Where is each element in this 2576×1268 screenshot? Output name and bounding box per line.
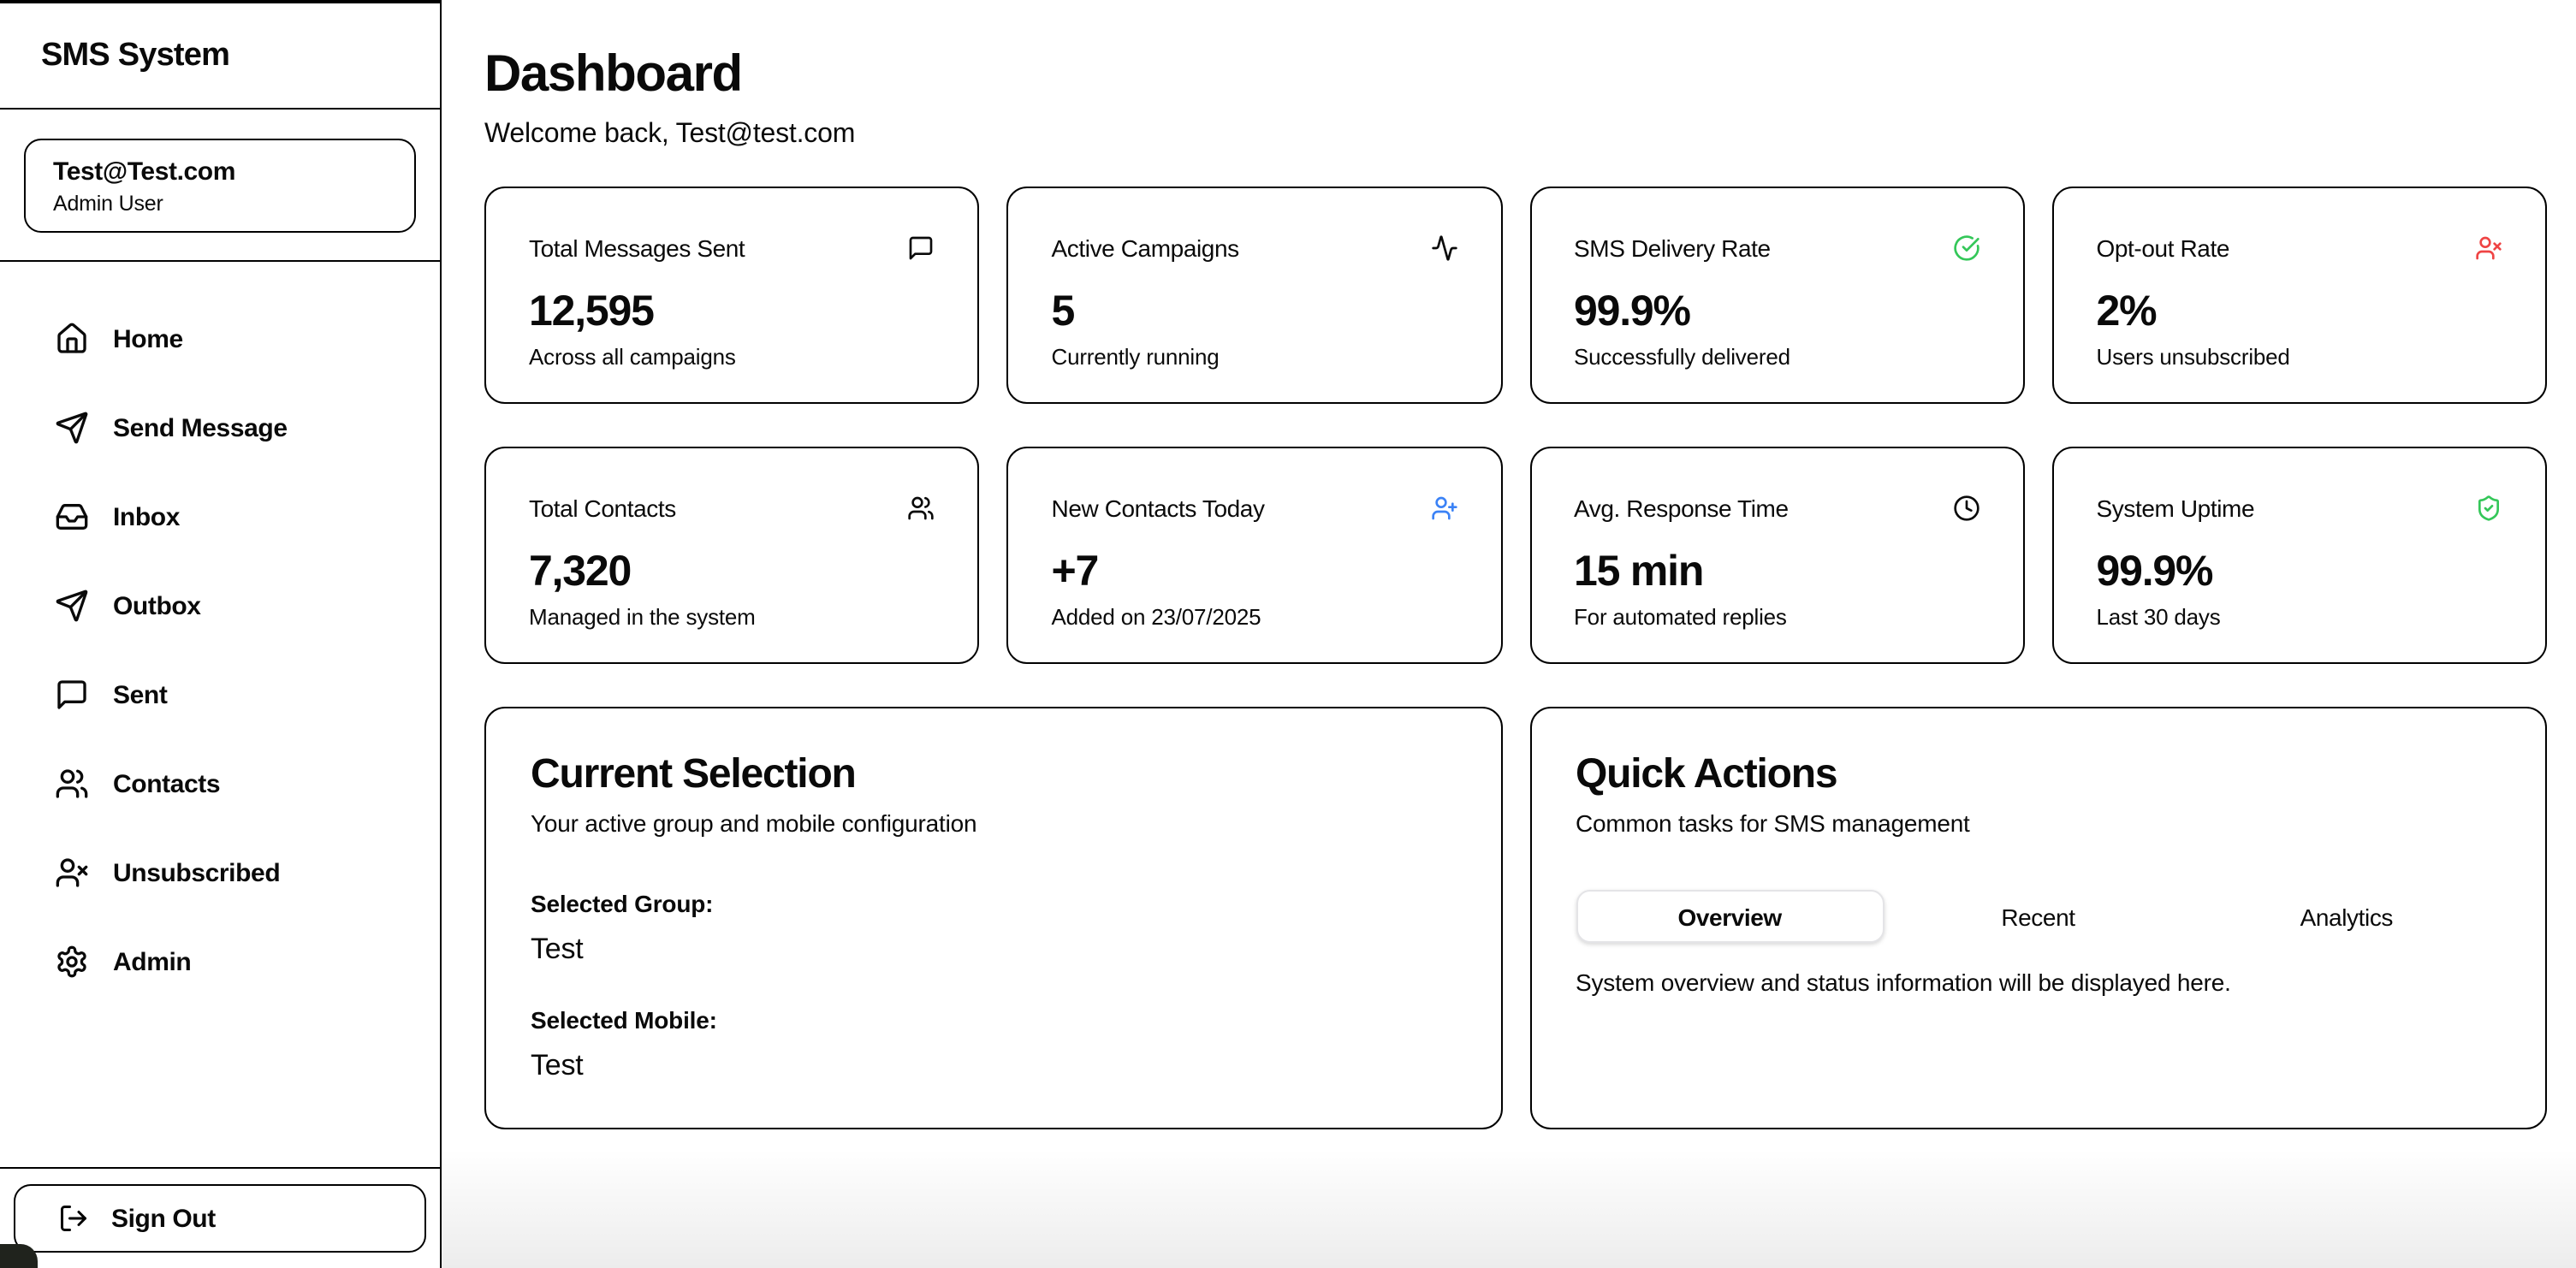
system-corner-overlay [0,1244,38,1268]
stat-subtitle: Currently running [1051,344,1220,370]
stat-title: System Uptime [2096,495,2255,522]
sign-out-button[interactable]: Sign Out [14,1184,426,1253]
shield-check-icon [2475,495,2502,522]
message-square-icon [55,678,89,712]
panel-subtitle: Common tasks for SMS management [1576,809,1970,837]
sidebar-item-admin[interactable]: Admin [14,927,426,996]
selected-mobile-label: Selected Mobile: [531,1006,717,1034]
tab-recent[interactable]: Recent [1884,890,2192,943]
stat-card-delivery-rate: SMS Delivery Rate 99.9% Successfully del… [1529,187,2025,404]
stat-card-new-contacts: New Contacts Today +7 Added on 23/07/202… [1006,447,1502,664]
sidebar-item-send-message[interactable]: Send Message [14,394,426,462]
sidebar-item-label: Contacts [113,769,221,798]
inbox-icon [55,500,89,534]
stat-title: Total Messages Sent [529,234,745,262]
tab-analytics[interactable]: Analytics [2193,890,2501,943]
sidebar-item-sent[interactable]: Sent [14,661,426,729]
stat-subtitle: Successfully delivered [1574,344,1790,370]
send-icon [55,589,89,623]
stat-title: SMS Delivery Rate [1574,234,1771,262]
tab-content-text: System overview and status information w… [1576,969,2231,996]
users-icon [55,767,89,801]
house-icon [55,322,89,356]
activity-icon [1430,234,1457,262]
stat-title: Total Contacts [529,495,676,522]
quick-actions-panel: Quick Actions Common tasks for SMS manag… [1529,707,2547,1129]
user-card: Test@Test.com Admin User [24,139,416,233]
page-title: Dashboard [484,46,743,103]
sidebar-item-label: Admin [113,947,192,976]
gear-icon [55,945,89,979]
stat-subtitle: Added on 23/07/2025 [1051,604,1261,630]
sidebar-item-inbox[interactable]: Inbox [14,483,426,551]
user-plus-icon [1430,495,1457,522]
sidebar-item-label: Send Message [113,413,288,442]
sidebar-item-label: Sent [113,680,168,709]
stat-value: 12,595 [529,287,655,335]
message-square-icon [908,234,935,262]
sidebar-nav: Home Send Message Inbox Outbox Sent Cont… [0,262,440,1167]
selected-group-value: Test [531,933,584,965]
user-x-icon [2475,234,2502,262]
stat-title: Active Campaigns [1051,234,1240,262]
stat-value: 5 [1051,287,1076,335]
stat-card-total-messages: Total Messages Sent 12,595 Across all ca… [484,187,980,404]
sidebar-item-unsubscribed[interactable]: Unsubscribed [14,838,426,907]
sidebar-item-label: Unsubscribed [113,858,281,887]
send-icon [55,411,89,445]
stat-subtitle: Users unsubscribed [2096,344,2290,370]
panel-title: Quick Actions [1576,751,1838,797]
clock-icon [1953,495,1980,522]
sidebar-item-label: Inbox [113,502,180,531]
stat-title: Avg. Response Time [1574,495,1789,522]
sidebar-item-home[interactable]: Home [14,305,426,373]
sidebar-item-contacts[interactable]: Contacts [14,750,426,818]
stat-card-system-uptime: System Uptime 99.9% Last 30 days [2051,447,2547,664]
sidebar: SMS System Test@Test.com Admin User Home… [0,0,442,1268]
sidebar-footer: Sign Out [0,1167,440,1268]
stat-title: Opt-out Rate [2096,234,2230,262]
stat-subtitle: Across all campaigns [529,344,736,370]
stat-card-total-contacts: Total Contacts 7,320 Managed in the syst… [484,447,980,664]
stat-subtitle: Managed in the system [529,604,756,630]
selected-group-label: Selected Group: [531,890,714,917]
stat-value: 7,320 [529,548,632,595]
sidebar-item-label: Outbox [113,591,201,620]
stat-value: 99.9% [1574,287,1691,335]
stat-value: 15 min [1574,548,1704,595]
main-content: Dashboard Welcome back, Test@test.com To… [442,0,2576,1268]
log-out-icon [58,1203,89,1234]
stats-grid: Total Messages Sent 12,595 Across all ca… [484,187,2547,664]
panel-title: Current Selection [531,751,857,797]
panels-grid: Current Selection Your active group and … [484,707,2547,1129]
sign-out-label: Sign Out [111,1204,216,1233]
user-email: Test@Test.com [53,157,235,187]
sidebar-header: SMS System [0,3,440,110]
stat-title: New Contacts Today [1051,495,1265,522]
sidebar-item-label: Home [113,324,183,353]
users-icon [908,495,935,522]
user-section: Test@Test.com Admin User [0,110,440,262]
circle-check-icon [1953,234,1980,262]
welcome-text: Welcome back, Test@test.com [484,120,856,149]
stat-card-response-time: Avg. Response Time 15 min For automated … [1529,447,2025,664]
panel-subtitle: Your active group and mobile configurati… [531,809,977,837]
app-title: SMS System [41,37,230,73]
stat-subtitle: Last 30 days [2096,604,2221,630]
stat-value: 99.9% [2096,548,2214,595]
stat-card-opt-out-rate: Opt-out Rate 2% Users unsubscribed [2051,187,2547,404]
selected-mobile-value: Test [531,1049,584,1081]
tab-overview[interactable]: Overview [1576,890,1885,943]
stat-value: 2% [2096,287,2158,335]
stat-subtitle: For automated replies [1574,604,1787,630]
user-role: Admin User [53,192,163,216]
quick-actions-tablist: Overview Recent Analytics [1576,890,2501,943]
user-x-icon [55,856,89,890]
stat-value: +7 [1051,548,1100,595]
sidebar-item-outbox[interactable]: Outbox [14,572,426,640]
current-selection-panel: Current Selection Your active group and … [484,707,1502,1129]
stat-card-active-campaigns: Active Campaigns 5 Currently running [1006,187,1502,404]
